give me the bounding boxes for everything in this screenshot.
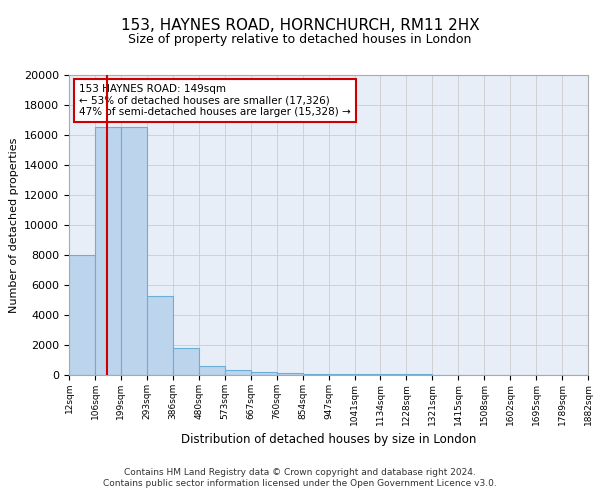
Bar	[147, 296, 173, 375]
Text: 153 HAYNES ROAD: 149sqm
← 53% of detached houses are smaller (17,326)
47% of sem: 153 HAYNES ROAD: 149sqm ← 53% of detache…	[79, 84, 351, 117]
Bar	[95, 128, 121, 375]
Bar	[329, 374, 355, 375]
Bar	[251, 372, 277, 375]
Bar	[355, 374, 380, 375]
Y-axis label: Number of detached properties: Number of detached properties	[8, 138, 19, 312]
Bar	[277, 373, 302, 375]
Bar	[406, 374, 432, 375]
Bar	[69, 255, 95, 375]
Text: 153, HAYNES ROAD, HORNCHURCH, RM11 2HX: 153, HAYNES ROAD, HORNCHURCH, RM11 2HX	[121, 18, 479, 32]
Bar	[199, 366, 224, 375]
Bar	[380, 374, 406, 375]
X-axis label: Distribution of detached houses by size in London: Distribution of detached houses by size …	[181, 433, 476, 446]
Bar	[121, 128, 147, 375]
Text: Contains HM Land Registry data © Crown copyright and database right 2024.
Contai: Contains HM Land Registry data © Crown c…	[103, 468, 497, 487]
Bar	[173, 348, 199, 375]
Bar	[302, 374, 329, 375]
Bar	[224, 370, 251, 375]
Text: Size of property relative to detached houses in London: Size of property relative to detached ho…	[128, 32, 472, 46]
